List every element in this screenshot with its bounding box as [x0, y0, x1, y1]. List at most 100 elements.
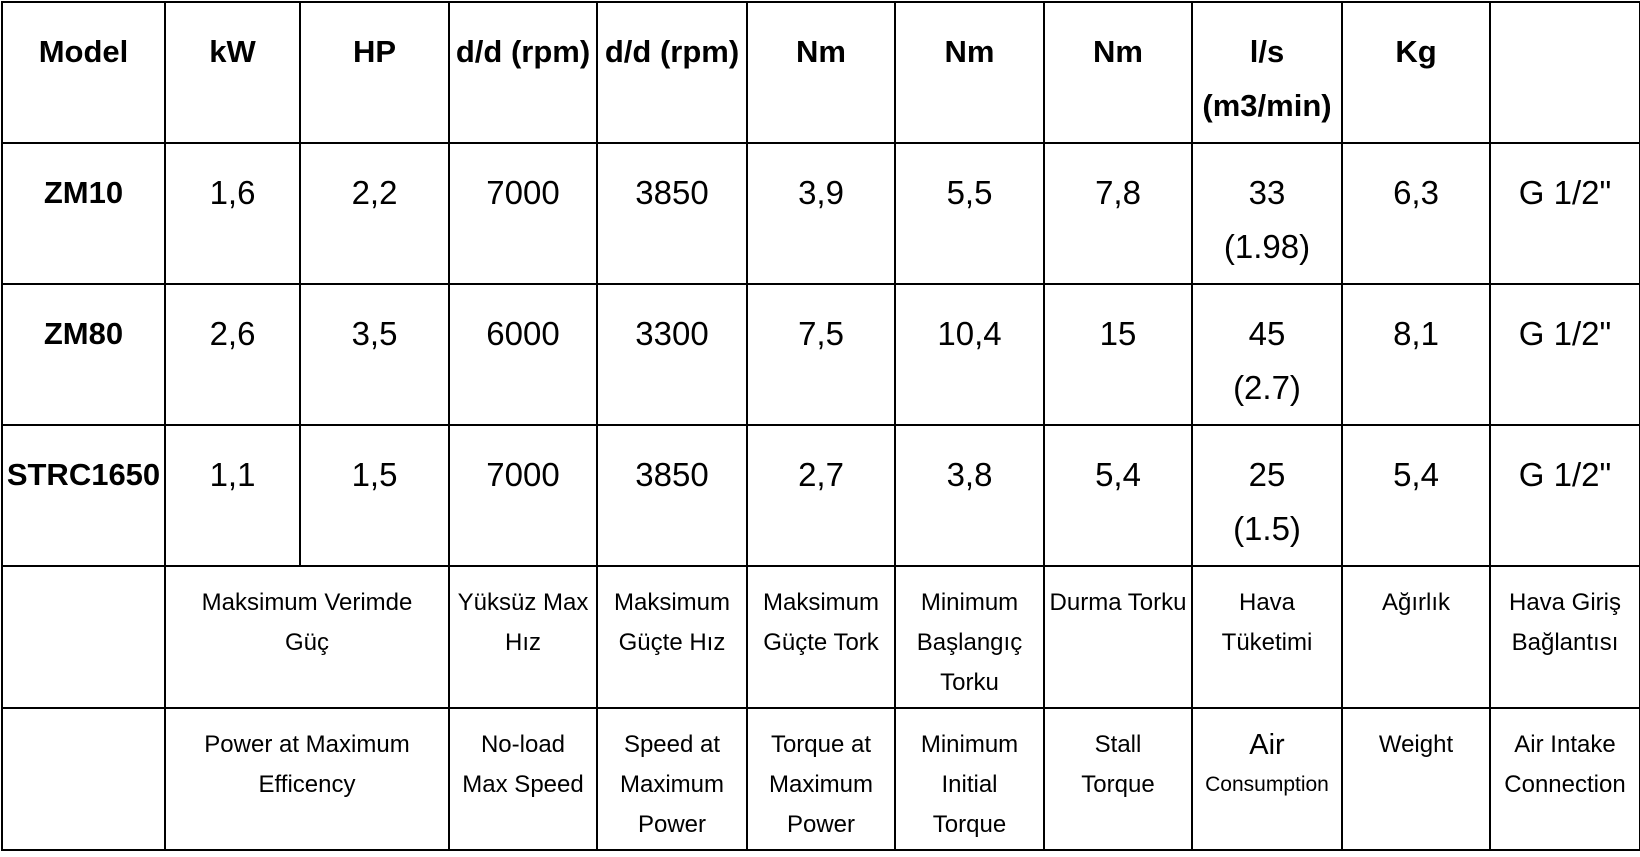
description-line: Connection: [1504, 771, 1626, 798]
description-line: Ağırlık: [1381, 589, 1450, 616]
value-cell: 1,5: [299, 424, 450, 567]
header-cell: Nm: [746, 1, 896, 144]
empty-cell: [1, 565, 166, 709]
cell-line: (1.5): [1233, 510, 1301, 547]
description-line: Max Speed: [462, 771, 584, 798]
cell-text: 5,4: [1393, 456, 1439, 493]
value-cell: 2,7: [746, 424, 896, 567]
cell-text: 6,3: [1393, 174, 1439, 211]
description-cell: Minimum Initial Torque: [894, 707, 1045, 851]
description-line: Başlangıç: [916, 629, 1023, 656]
cell-text: ZM10: [43, 175, 124, 210]
description-line: Efficency: [258, 771, 356, 798]
description-line: Maksimum Verimde: [201, 589, 413, 616]
value-cell: 3,8: [894, 424, 1045, 567]
description-line: No-load: [480, 731, 566, 758]
description-cell: Stall Torque: [1043, 707, 1193, 851]
description-cell: Durma Torku: [1043, 565, 1193, 709]
description-line: Torku: [940, 669, 999, 696]
description-line: Bağlantısı: [1511, 629, 1619, 656]
model-cell: STRC1650: [1, 424, 166, 567]
header-cell: Nm: [894, 1, 1045, 144]
header-cell: Model: [1, 1, 166, 144]
description-cell: No-load Max Speed: [448, 707, 598, 851]
cell-text: 7000: [486, 174, 560, 211]
description-line: Stall: [1094, 731, 1142, 758]
description-line: Maximum: [619, 771, 724, 798]
cell-text: ZM80: [43, 316, 124, 351]
description-cell: Hava Giriş Bağlantısı: [1489, 565, 1640, 709]
description-line: Güçte Tork: [763, 629, 879, 656]
header-cell-empty: [1489, 1, 1640, 144]
description-line: Minimum: [920, 589, 1019, 616]
value-cell: 7,8: [1043, 142, 1193, 285]
description-line: Durma Torku: [1049, 589, 1187, 616]
description-cell: Air Intake Connection: [1489, 707, 1640, 851]
description-cell: Minimum Başlangıç Torku: [894, 565, 1045, 709]
description-row: Power at Maximum Efficency No-load Max Spee…: [1, 707, 1640, 851]
value-cell: 3300: [596, 283, 748, 426]
description-cell: Maksimum Güçte Tork: [746, 565, 896, 709]
cell-text: Nm: [944, 34, 995, 69]
value-cell: 3,5: [299, 283, 450, 426]
cell-text: d/d (rpm): [604, 34, 740, 69]
cell-text: 5,4: [1095, 456, 1141, 493]
header-cell: Nm: [1043, 1, 1193, 144]
cell-line: (m3/min): [1202, 88, 1332, 123]
header-cell: l/s (m3/min): [1191, 1, 1343, 144]
cell-text: 1,6: [209, 174, 256, 211]
header-cell: d/d (rpm): [596, 1, 748, 144]
cell-text: Model: [38, 34, 129, 69]
description-line: Tüketimi: [1221, 629, 1313, 656]
description-line: Torque: [932, 811, 1007, 838]
description-cell: Yüksüz Max Hız: [448, 565, 598, 709]
cell-line: 45: [1248, 315, 1286, 352]
cell-line: (2.7): [1233, 369, 1301, 406]
description-cell: Speed at Maximum Power: [596, 707, 748, 851]
cell-text: 15: [1099, 315, 1137, 352]
cell-text: 7,5: [798, 315, 844, 352]
cell-text: 2,6: [209, 315, 256, 352]
description-line: Maximum: [768, 771, 873, 798]
value-cell: 15: [1043, 283, 1193, 426]
value-cell: 3,9: [746, 142, 896, 285]
value-cell: G 1/2": [1489, 283, 1640, 426]
cell-text: 5,5: [946, 174, 993, 211]
value-cell: 25 (1.5): [1191, 424, 1343, 567]
description-line: Initial: [941, 771, 998, 798]
cell-line: l/s: [1249, 34, 1285, 69]
description-line: Power: [637, 811, 707, 838]
description-line: Power: [786, 811, 856, 838]
description-cell: Maksimum Verimde Güç: [164, 565, 450, 709]
data-row: STRC1650 1,1 1,5 7000 3850 2,7 3,8 5,4 25 (1.5) 5,…: [1, 424, 1640, 567]
cell-text: 1,1: [209, 456, 256, 493]
description-line: Minimum: [920, 731, 1019, 758]
model-cell: ZM10: [1, 142, 166, 285]
cell-text: Nm: [1093, 34, 1143, 69]
cell-text: Nm: [796, 34, 846, 69]
cell-text: G 1/2": [1518, 456, 1612, 493]
value-cell: 5,4: [1043, 424, 1193, 567]
cell-text: kW: [209, 34, 256, 69]
description-line: Power at Maximum: [204, 731, 410, 758]
description-line: Hava Giriş: [1508, 589, 1622, 616]
cell-text: 3,5: [351, 315, 398, 352]
cell-text: Kg: [1395, 34, 1437, 69]
cell-text: HP: [352, 34, 397, 69]
cell-text: 3850: [635, 456, 709, 493]
value-cell: 7,5: [746, 283, 896, 426]
description-cell: Maksimum Güçte Hız: [596, 565, 748, 709]
header-cell: Kg: [1341, 1, 1491, 144]
header-cell: d/d (rpm): [448, 1, 598, 144]
data-row: ZM10 1,6 2,2 7000 3850 3,9 5,5 7,8 33 (1.98) 6,3 G …: [1, 142, 1640, 285]
description-line: Torque at: [770, 731, 872, 758]
description-line: Air: [1249, 729, 1285, 761]
cell-line: 25: [1248, 456, 1286, 493]
cell-line: 33: [1248, 174, 1286, 211]
description-line: Maksimum: [762, 589, 879, 616]
description-cell: Air Consumption: [1191, 707, 1343, 851]
empty-cell: [1, 707, 166, 851]
value-cell: 2,6: [164, 283, 301, 426]
value-cell: 6,3: [1341, 142, 1491, 285]
value-cell: 33 (1.98): [1191, 142, 1343, 285]
